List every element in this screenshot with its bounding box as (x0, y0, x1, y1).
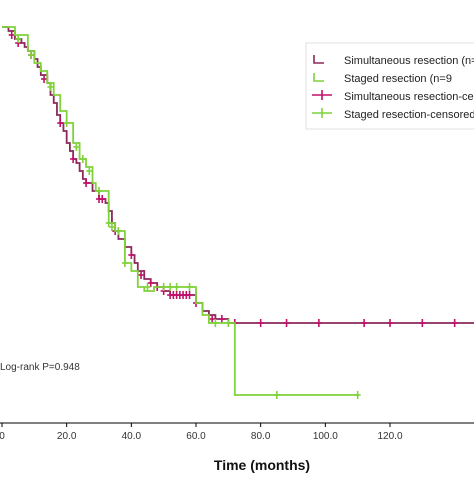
series-2-censor-mark (108, 223, 115, 231)
series-2-censor-mark (63, 119, 70, 127)
series-2-censor-mark (79, 155, 86, 163)
series-2-censor-mark (105, 219, 112, 227)
x-tick-label: 0 (0, 431, 5, 442)
x-tick-label: 40.0 (122, 431, 142, 442)
series-2-censor-mark (86, 167, 93, 175)
series-2-censor-mark (186, 283, 193, 291)
series-1-censor-mark (8, 31, 15, 39)
series-2-censor-mark (273, 391, 280, 399)
series-1-censor-mark (41, 75, 48, 83)
series-2-censor-mark (212, 319, 219, 327)
x-tick-label: 100.0 (313, 431, 338, 442)
series-2-censor-mark (96, 187, 102, 195)
series-1-censor-mark (361, 319, 368, 327)
legend-line-swatch (313, 73, 324, 82)
series-1-censor-mark (387, 319, 393, 327)
series-layer (2, 26, 474, 399)
x-tick-label: 80.0 (251, 431, 271, 442)
series-2-censor-mark (121, 259, 128, 267)
legend-label: Simultaneous resection (n= (344, 55, 474, 67)
series-2-censor-mark (160, 283, 167, 291)
legend-label: Staged resection (n=9 (344, 73, 452, 85)
series-2-censor-mark (167, 283, 174, 291)
series-1-censor-mark (419, 319, 426, 327)
x-axis-ticks: 0 20.0 40.0 60.0 80.0 100.0 120.0 (0, 423, 403, 442)
legend-label: Simultaneous resection-censored (344, 91, 474, 103)
x-tick-label: 60.0 (186, 431, 206, 442)
series-2-censor-mark (28, 51, 35, 59)
log-rank-annotation: Log-rank P=0.948 (0, 362, 80, 373)
legend-box (305, 42, 474, 130)
x-tick-label: 20.0 (57, 431, 77, 442)
series-2-survival-curve (2, 26, 358, 396)
series-1-censor-mark (70, 155, 77, 163)
series-2-censor-mark (115, 227, 122, 235)
series-1-censor-mark (315, 319, 322, 327)
series-1-censor-mark (128, 251, 135, 259)
series-2-censor-mark (144, 283, 151, 291)
series-2-censor-mark (15, 35, 22, 43)
series-1-censor-mark (186, 291, 193, 299)
series-1-censor-mark (99, 195, 106, 203)
series-1-censor-mark (57, 119, 64, 127)
series-2-censor-mark (47, 83, 54, 91)
series-1-censor-mark (257, 319, 264, 327)
series-1-censor-mark (451, 319, 458, 327)
series-2-censor-mark (173, 283, 180, 291)
series-1-censor-mark (283, 319, 290, 327)
x-tick-label: 120.0 (377, 431, 402, 442)
series-1-censor-mark (209, 315, 216, 323)
series-1-censor-mark (138, 271, 145, 279)
series-1-censor-mark (83, 179, 90, 187)
series-1-censor-mark (218, 315, 225, 323)
legend-label: Staged resection-censored (344, 109, 474, 121)
series-2-censor-mark (354, 391, 361, 399)
series-2-censor-mark (225, 319, 232, 327)
legend-line-swatch (313, 55, 324, 64)
series-1-censor-mark (147, 279, 154, 287)
series-2-censor-mark (73, 143, 80, 151)
legend: Simultaneous resection (n= Staged resecti… (305, 42, 474, 130)
x-axis-label: Time (months) (214, 457, 310, 473)
